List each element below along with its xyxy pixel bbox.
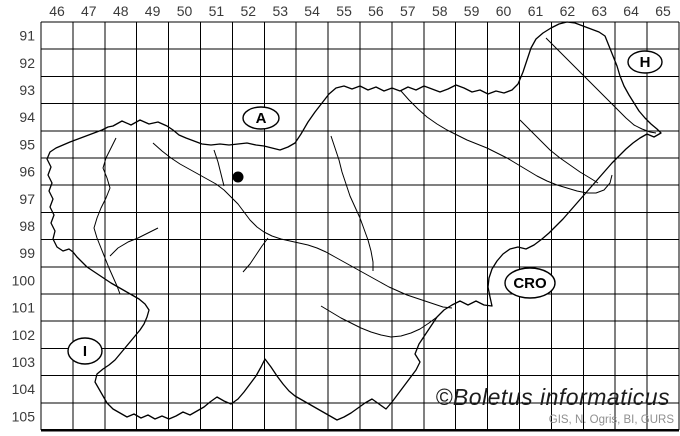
grid-lines bbox=[40, 21, 680, 432]
grid-row-label: 96 bbox=[19, 164, 35, 180]
river-idrijca bbox=[109, 227, 159, 257]
grid-row-label: 95 bbox=[19, 136, 35, 152]
grid-col-label: 47 bbox=[81, 3, 97, 19]
slovenia-border-path bbox=[46, 21, 662, 421]
grid-row-label: 94 bbox=[19, 109, 35, 125]
river-ljubljanica bbox=[242, 237, 269, 273]
grid-row-label: 97 bbox=[19, 191, 35, 207]
watermark-text: ©Boletus informaticus bbox=[435, 384, 670, 410]
grid-col-label: 58 bbox=[432, 3, 448, 19]
grid-col-label: 49 bbox=[145, 3, 161, 19]
grid-col-label: 52 bbox=[241, 3, 257, 19]
grid-row-label: 101 bbox=[12, 300, 36, 316]
grid-col-label: 63 bbox=[592, 3, 608, 19]
grid-col-label: 48 bbox=[113, 3, 129, 19]
grid-col-label: 54 bbox=[304, 3, 320, 19]
grid-col-label: 53 bbox=[273, 3, 289, 19]
grid-row-label: 100 bbox=[12, 272, 36, 288]
grid-col-label: 56 bbox=[368, 3, 384, 19]
river-savinja bbox=[330, 135, 374, 271]
river-krka bbox=[320, 305, 438, 338]
grid-col-label: 62 bbox=[560, 3, 576, 19]
country-label-hungary: H bbox=[640, 54, 651, 71]
country-ellipse-hungary bbox=[627, 50, 663, 74]
river-pesnica bbox=[519, 119, 599, 184]
river-soca bbox=[93, 137, 121, 295]
grid-row-label: 102 bbox=[12, 327, 36, 343]
grid-col-label: 60 bbox=[496, 3, 512, 19]
river-kokra bbox=[213, 149, 225, 187]
grid-row-labels: 91 92 93 94 95 96 97 98 99 100 101 102 103 104 105 bbox=[12, 28, 36, 425]
grid-col-label: 59 bbox=[464, 3, 480, 19]
grid-col-label: 55 bbox=[336, 3, 352, 19]
grid-row-label: 98 bbox=[19, 218, 35, 234]
country-label-italy: I bbox=[83, 343, 87, 360]
grid-col-label: 51 bbox=[209, 3, 225, 19]
country-ellipse-italy bbox=[67, 337, 103, 365]
country-ellipse-austria bbox=[242, 106, 280, 130]
grid-col-label: 64 bbox=[623, 3, 639, 19]
occurrence-marker-layer bbox=[232, 171, 244, 183]
country-border-outline bbox=[46, 21, 662, 421]
grid-row-label: 103 bbox=[12, 354, 36, 370]
country-label-croatia: CRO bbox=[513, 275, 547, 292]
river-mura bbox=[545, 37, 657, 134]
grid-col-label: 50 bbox=[177, 3, 193, 19]
grid-col-label: 57 bbox=[400, 3, 416, 19]
neighbor-country-labels: A H CRO I bbox=[67, 50, 663, 365]
grid-row-label: 92 bbox=[19, 55, 35, 71]
grid-row-label: 105 bbox=[12, 408, 36, 424]
grid-row-label: 99 bbox=[19, 245, 35, 261]
country-label-austria: A bbox=[256, 110, 267, 127]
grid-row-label: 91 bbox=[19, 28, 35, 44]
river-drava bbox=[400, 90, 613, 194]
grid-row-label: 104 bbox=[12, 381, 36, 397]
grid-row-label: 93 bbox=[19, 82, 35, 98]
occurrence-marker-dot bbox=[232, 171, 244, 183]
river-sava bbox=[152, 142, 453, 309]
grid-col-label: 61 bbox=[528, 3, 544, 19]
country-ellipse-croatia bbox=[504, 267, 556, 299]
rivers bbox=[93, 37, 657, 338]
grid-col-label: 65 bbox=[655, 3, 671, 19]
grid-column-labels: 46 47 48 49 50 51 52 53 54 55 56 57 58 59 60 61 62 63 64 65 bbox=[49, 3, 671, 19]
source-credit-text: GIS, N. Ogris, BI, GURS bbox=[548, 414, 674, 426]
grid-col-label: 46 bbox=[49, 3, 65, 19]
